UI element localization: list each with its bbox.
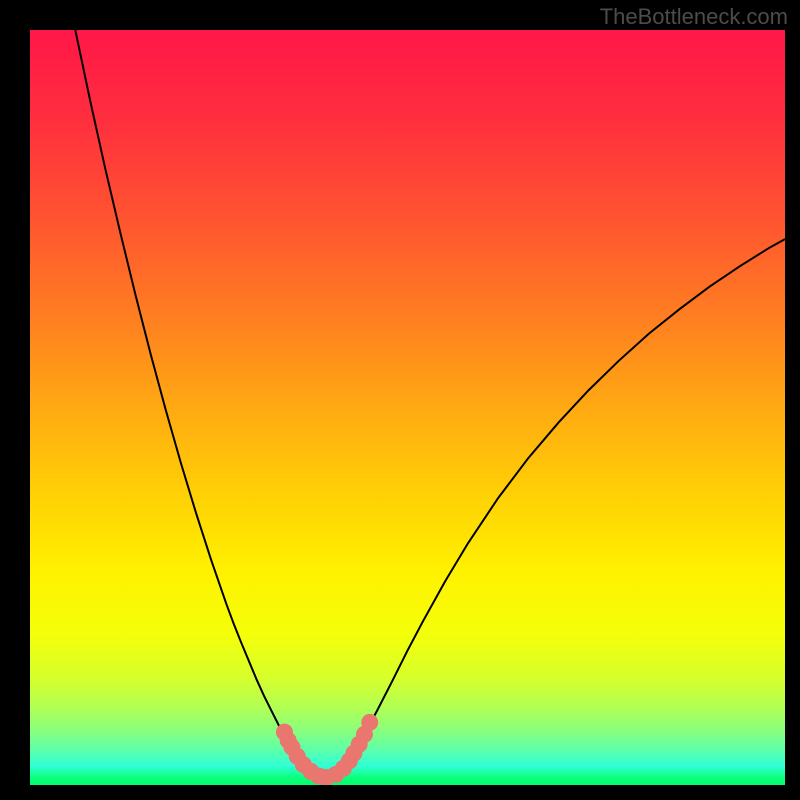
data-marker: [361, 714, 378, 731]
chart-plot-area: [30, 30, 785, 785]
watermark-text: TheBottleneck.com: [600, 4, 788, 30]
chart-background-gradient: [30, 30, 785, 785]
bottleneck-chart: [30, 30, 785, 785]
